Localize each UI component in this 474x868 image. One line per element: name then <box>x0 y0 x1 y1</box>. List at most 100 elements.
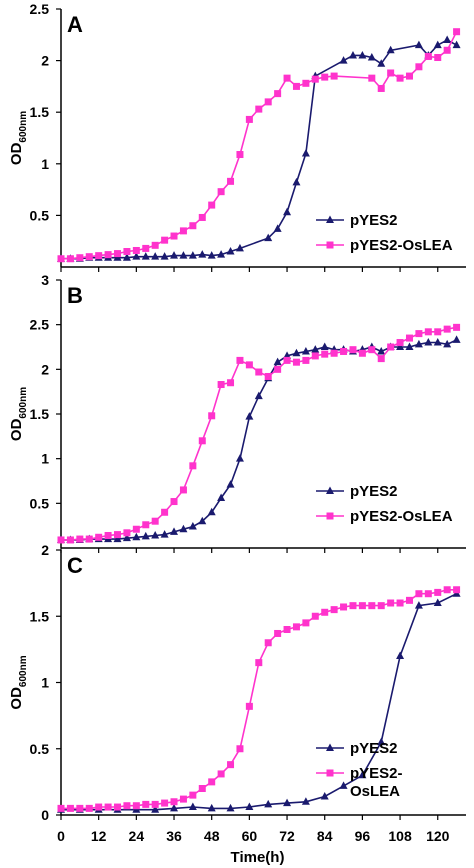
panel-c-series-pyes2-oslea-point <box>358 602 366 610</box>
panel-a-series-pyes2-oslea-point <box>368 74 376 82</box>
panel-c-series-pyes2-oslea-point <box>114 803 122 811</box>
panel-a-series-pyes2-point <box>452 40 461 49</box>
panel-a-series-pyes2-point <box>141 252 150 260</box>
panel-b-series-pyes2-point <box>254 391 263 400</box>
panel-b-series-pyes2-oslea-point <box>57 536 65 544</box>
panel-a-series-pyes2-oslea-point <box>227 177 235 185</box>
panel-c-series-pyes2-oslea-point <box>340 603 348 611</box>
panel-b-series-pyes2-point <box>377 346 386 355</box>
panel-b-series-pyes2-oslea-point <box>255 368 263 376</box>
panel-a-series-pyes2-oslea-point <box>274 90 282 98</box>
x-tick-label: 24 <box>129 828 145 844</box>
panel-c-series-pyes2-oslea-point <box>142 800 150 808</box>
panel-a-series-pyes2-oslea-point <box>292 82 300 90</box>
panel-a-series-pyes2-oslea-point <box>217 188 225 196</box>
panel-c-series-pyes2-oslea-point <box>104 803 112 811</box>
panel-b-series-pyes2-point <box>235 454 244 462</box>
x-tick-label: 60 <box>242 828 258 844</box>
panel-b-series-pyes2-oslea-point <box>217 381 225 389</box>
panel-a-series-pyes2-point <box>433 40 442 49</box>
panel-c-y-tick-label: 0.5 <box>30 741 50 757</box>
panel-b-legend-marker <box>326 486 334 494</box>
panel-c-series-pyes2-oslea-point <box>274 629 282 637</box>
panel-a-series-pyes2-point <box>273 224 282 232</box>
panel-b-series-pyes2-oslea-point <box>387 343 395 351</box>
panel-a-series-pyes2-oslea-point <box>208 201 216 209</box>
panel-a-series-pyes2-oslea-point <box>387 69 395 77</box>
panel-c-series-pyes2-oslea-point <box>76 804 84 812</box>
panel-b-series-pyes2-oslea-point <box>283 356 291 364</box>
panel-b-series-pyes2-oslea-point <box>245 361 253 369</box>
panel-b-series-pyes2-point <box>273 357 282 366</box>
panel-c-series-pyes2-point <box>377 737 386 746</box>
panel-b-series-pyes2-point <box>217 493 226 501</box>
panel-b-y-axis-title: OD600nm <box>8 387 29 441</box>
panel-b-series-pyes2-point <box>292 348 301 357</box>
x-tick-label: 0 <box>57 828 65 844</box>
panel-b-series-pyes2-oslea-point <box>227 379 235 387</box>
panel-b-series-pyes2-oslea-point <box>349 346 357 354</box>
panel-a-series-pyes2-oslea-point <box>76 254 84 262</box>
x-tick-label: 96 <box>355 828 371 844</box>
panel-a-series-pyes2-oslea-point <box>311 75 319 83</box>
panel-b-series-pyes2-point <box>170 527 179 535</box>
panel-b-series-pyes2-oslea-point <box>292 358 300 366</box>
panel-a-legend: pYES2 pYES2-OsLEA <box>316 212 453 254</box>
panel-b-series-pyes2-point <box>443 339 452 348</box>
panel-a-legend-marker <box>326 215 334 223</box>
panel-b-series-pyes2-oslea-point <box>76 535 84 543</box>
panel-c-series-pyes2-oslea-point <box>424 590 432 598</box>
panel-a-series-pyes2-point <box>188 251 197 259</box>
panel-b-series-pyes2-oslea-point <box>104 531 112 539</box>
panel-a-series-pyes2-oslea-point <box>114 250 122 258</box>
panel-a-legend-label: pYES2 <box>350 212 398 229</box>
panel-a-legend-label: pYES2-OsLEA <box>350 237 453 254</box>
panel-b-series-pyes2-oslea-point <box>274 365 282 373</box>
panel-b-legend-marker <box>326 512 334 520</box>
panel-c-y-tick-label: 2 <box>41 542 49 558</box>
panel-c-series-pyes2-oslea-point <box>434 588 442 596</box>
panel-c-series-pyes2-point <box>188 802 197 811</box>
panel-a-series-pyes2-oslea-line <box>61 31 458 260</box>
panel-a-series-pyes2-point <box>377 59 386 67</box>
panel-c-series-pyes2-oslea-point <box>377 602 385 610</box>
panel-c-series-pyes2-point <box>339 781 348 789</box>
panel-c-series-pyes2-oslea-point <box>292 623 300 631</box>
panel-a-series-pyes2-oslea-point <box>415 63 423 71</box>
panel-a-series-pyes2-oslea-point <box>95 252 103 260</box>
panel-c-series-pyes2-oslea-point <box>198 785 206 792</box>
panel-b-series-pyes2-oslea-point <box>142 521 150 529</box>
panel-b-y-tick-label: 2.5 <box>30 317 50 333</box>
panel-b-series-pyes2-point <box>396 342 405 350</box>
panel-b-series-pyes2-point <box>113 534 122 543</box>
panel-c-series-pyes2-oslea-point <box>161 799 169 807</box>
x-tick-label: 48 <box>204 828 220 844</box>
panel-b-series-pyes2-oslea-point <box>405 334 413 342</box>
panel-b-series-pyes2-oslea-point <box>198 437 206 445</box>
panel-c-legend-label: pYES2 <box>350 740 398 757</box>
panel-b-series-pyes2-oslea-point <box>189 462 197 470</box>
x-tick-label: 120 <box>426 828 450 844</box>
panel-b-series-pyes2-oslea-point <box>66 536 74 544</box>
panel-b-series-pyes2-point <box>160 530 169 538</box>
x-axis-title: Time(h) <box>231 849 285 866</box>
panel-a-series-pyes2-oslea-point <box>104 251 112 259</box>
panel-c-series-pyes2-point <box>151 805 160 813</box>
panel-c-series-pyes2-oslea-point <box>311 612 319 620</box>
panel-b-legend-label: pYES2-OsLEA <box>350 508 453 525</box>
panel-b-series-pyes2-oslea-point <box>321 350 329 358</box>
panel-b-series-pyes2-point <box>433 338 442 346</box>
panel-c-legend-marker <box>326 769 334 777</box>
panel-c-series-pyes2-oslea-point <box>236 745 244 753</box>
panel-c-series-pyes2-line <box>61 592 457 811</box>
panel-b-series-pyes2-oslea-point <box>453 323 461 331</box>
panel-a-series-pyes2-oslea-point <box>264 98 272 106</box>
panel-a-series-pyes2-oslea-point <box>123 248 131 256</box>
panel-b-series-pyes2-oslea-point <box>330 349 338 357</box>
panel-b-series-pyes2-point <box>320 342 329 350</box>
panel-b-series-pyes2-point <box>122 533 131 542</box>
panel-c: 0 0.5 1 1.5 2 0 12 24 36 48 60 72 84 96 108 120 OD600nm C… <box>8 542 466 844</box>
panel-a-series-pyes2-point <box>443 35 452 43</box>
panel-c-y-tick-label: 1 <box>41 675 49 691</box>
panel-c-series-pyes2-oslea-point <box>170 798 178 806</box>
